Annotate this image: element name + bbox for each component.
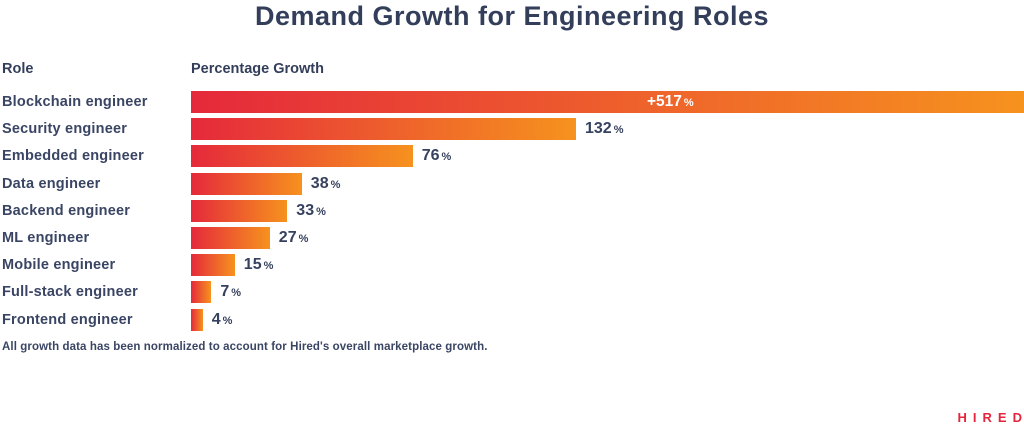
bar-row: Mobile engineer 15% <box>0 254 1024 277</box>
chart-title: Demand Growth for Engineering Roles <box>254 1 770 31</box>
percent-sign: % <box>330 178 341 191</box>
percent-sign: % <box>613 124 624 137</box>
value-number: 4 <box>211 310 221 328</box>
value-label: 38% <box>311 175 341 193</box>
role-label: Blockchain engineer <box>2 94 148 110</box>
value-number: 38 <box>310 174 329 192</box>
percent-sign: % <box>316 205 326 218</box>
role-label: Security engineer <box>2 121 128 138</box>
value-label: 33% <box>296 202 326 220</box>
column-header-percentage-growth: Percentage Growth <box>191 61 324 77</box>
value-number: 132 <box>585 120 612 138</box>
bar: +517% <box>191 91 1024 113</box>
value-label: +517% <box>647 93 694 111</box>
value-label: 7% <box>220 283 241 301</box>
hired-logo: HIRED <box>957 410 1024 425</box>
role-label: Mobile engineer <box>2 257 116 274</box>
bar-row: ML engineer 27% <box>0 226 1024 249</box>
bar <box>191 199 288 222</box>
bar <box>191 226 270 249</box>
bar-row: Frontend engineer 4% <box>0 308 1024 331</box>
bar-row: Blockchain engineer +517% <box>0 91 1024 113</box>
bar-row: Full-stack engineer 7% <box>0 281 1024 304</box>
value-number: 7 <box>220 283 230 301</box>
role-label: Full-stack engineer <box>2 284 138 301</box>
bar <box>191 281 212 304</box>
bar <box>191 254 235 277</box>
value-number: 76 <box>421 147 440 165</box>
column-header-role: Role <box>2 61 34 77</box>
footnote: All growth data has been normalized to a… <box>2 341 488 353</box>
role-label: Frontend engineer <box>2 311 133 328</box>
percent-sign: % <box>298 232 309 245</box>
percent-sign: % <box>222 314 233 327</box>
percent-sign: % <box>263 260 274 273</box>
bar-chart: Blockchain engineer +517% Security enginee… <box>0 91 1024 336</box>
value-number: +517 <box>647 93 682 110</box>
role-label: Embedded engineer <box>2 148 144 165</box>
bar-row: Data engineer 38% <box>0 172 1024 195</box>
value-label: 76% <box>422 147 452 165</box>
percent-sign: % <box>441 151 452 164</box>
value-number: 33 <box>296 201 315 219</box>
value-label: 132% <box>585 120 623 138</box>
value-label: 15% <box>244 256 274 274</box>
value-label: 4% <box>212 311 233 329</box>
role-label: ML engineer <box>2 229 90 246</box>
role-label: Data engineer <box>2 175 101 192</box>
bar-row: Backend engineer 33% <box>0 199 1024 222</box>
bar <box>191 172 302 195</box>
percent-sign: % <box>231 287 242 300</box>
bar-row: Embedded engineer 76% <box>0 145 1024 168</box>
value-number: 15 <box>243 256 262 274</box>
bar <box>191 308 203 331</box>
percent-sign: % <box>683 97 694 109</box>
value-number: 27 <box>278 228 297 246</box>
role-label: Backend engineer <box>2 202 131 219</box>
value-label: 27% <box>279 229 309 247</box>
bar <box>191 118 576 141</box>
bar <box>191 145 413 168</box>
bar-row: Security engineer 132% <box>0 118 1024 141</box>
